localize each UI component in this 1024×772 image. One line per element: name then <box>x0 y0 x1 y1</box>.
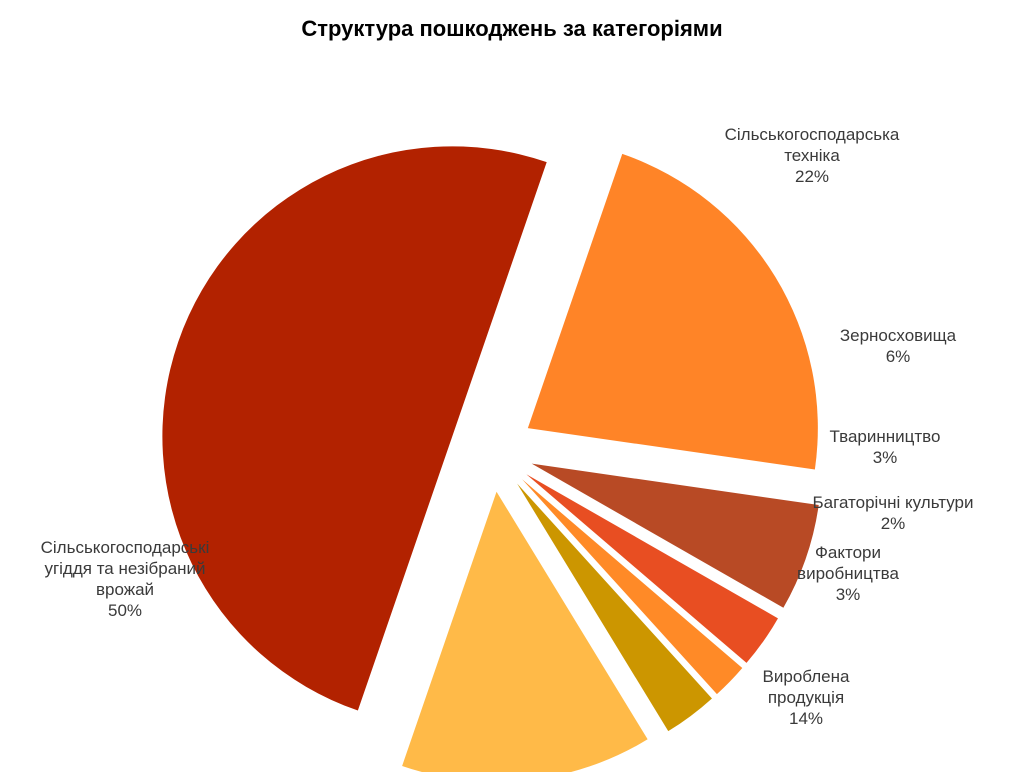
slice-name: Вироблена <box>763 667 850 686</box>
slice-percent: 14% <box>789 709 823 728</box>
slice-label: Сільськогосподарські угіддя та незібраний… <box>41 538 210 620</box>
slice-name: врожай <box>96 580 154 599</box>
slice-label: Фактори виробництва 3% <box>797 543 899 604</box>
slice-name: Тваринництво <box>830 427 941 446</box>
slice-name: Сільськогосподарська <box>725 125 900 144</box>
slice-name: Сільськогосподарські <box>41 538 210 557</box>
pie-slice <box>522 479 743 695</box>
slice-label: Зерносховища 6% <box>840 326 957 366</box>
pie-slice <box>517 483 712 732</box>
chart-title: Структура пошкоджень за категоріями <box>301 16 723 41</box>
pie-slice <box>527 153 818 470</box>
slice-label: Багаторічні культури 2% <box>813 493 974 533</box>
pie-slice <box>162 146 547 711</box>
slice-name: Багаторічні культури <box>813 493 974 512</box>
slice-name: Зерносховища <box>840 326 957 345</box>
slice-percent: 3% <box>836 585 861 604</box>
slice-percent: 22% <box>795 167 829 186</box>
slice-percent: 6% <box>886 347 911 366</box>
slice-percent: 3% <box>873 448 898 467</box>
pie-slice <box>531 463 819 608</box>
slice-percent: 50% <box>108 601 142 620</box>
pie-slice <box>402 491 648 772</box>
slice-name: виробництва <box>797 564 899 583</box>
slice-name: техніка <box>784 146 840 165</box>
pie-slice <box>526 474 778 663</box>
slice-label: Тваринництво 3% <box>830 427 941 467</box>
slice-name: Фактори <box>815 543 881 562</box>
slice-label: Вироблена продукція 14% <box>763 667 850 728</box>
slice-name: продукція <box>768 688 844 707</box>
slice-name: угіддя та незібраний <box>44 559 205 578</box>
slice-percent: 2% <box>881 514 906 533</box>
slice-label: Сільськогосподарська техніка 22% <box>725 125 900 186</box>
